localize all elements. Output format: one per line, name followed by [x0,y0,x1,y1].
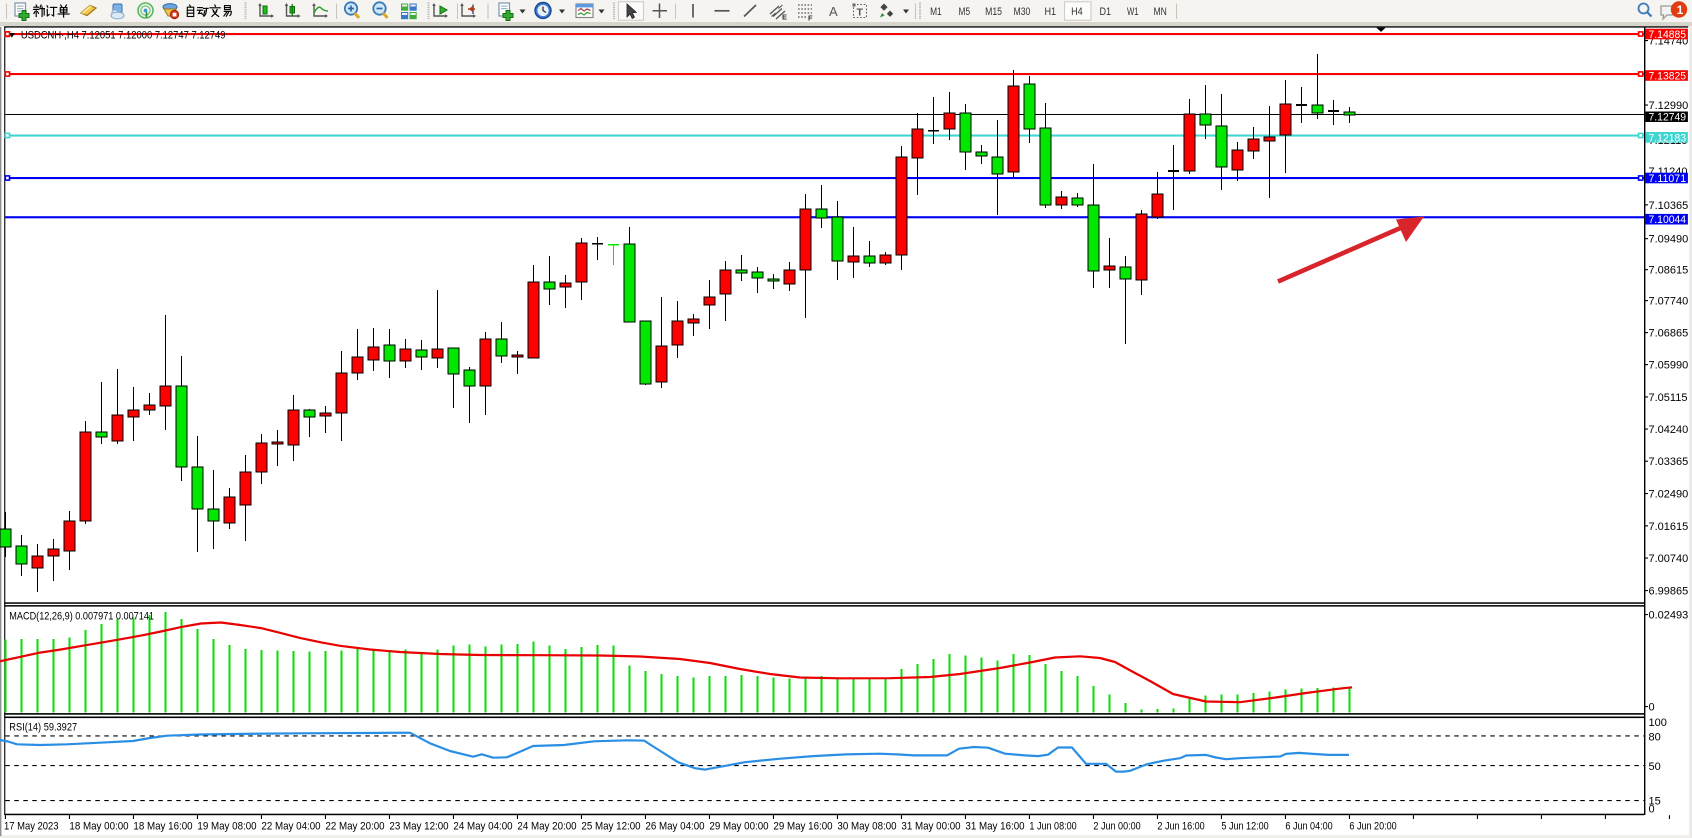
svg-text:31 May 00:00: 31 May 00:00 [901,820,960,832]
svg-text:7.05115: 7.05115 [1649,392,1688,404]
svg-text:29 May 00:00: 29 May 00:00 [709,820,768,832]
svg-text:7.02490: 7.02490 [1649,489,1689,501]
svg-text:D1: D1 [1100,6,1112,18]
svg-text:7.14885: 7.14885 [1649,29,1687,41]
svg-text:A: A [829,4,838,19]
svg-text:26 May 04:00: 26 May 04:00 [645,820,704,832]
svg-text:22 May 20:00: 22 May 20:00 [325,820,384,832]
svg-text:7.06865: 7.06865 [1649,328,1689,340]
svg-text:1: 1 [1677,3,1684,17]
svg-text:7.09490: 7.09490 [1649,234,1689,246]
svg-text:7.10365: 7.10365 [1649,200,1689,212]
svg-text:6.99865: 6.99865 [1649,586,1689,598]
svg-text:E: E [782,13,787,22]
svg-text:25 May 12:00: 25 May 12:00 [581,820,640,832]
svg-text:USDCNH·,H4 7.12051 7.12000 7.: USDCNH·,H4 7.12051 7.12000 7.12747 7.127… [21,29,226,41]
svg-text:7.10044: 7.10044 [1649,214,1687,226]
svg-text:7.05990: 7.05990 [1649,360,1689,372]
svg-text:2 Jun 16:00: 2 Jun 16:00 [1157,820,1204,832]
svg-text:7.00740: 7.00740 [1649,553,1689,565]
svg-text:31 May 16:00: 31 May 16:00 [965,820,1024,832]
svg-text:F: F [808,14,813,23]
svg-text:24 May 04:00: 24 May 04:00 [453,820,512,832]
svg-text:50: 50 [1649,761,1661,773]
svg-text:M1: M1 [930,6,942,18]
svg-text:22 May 04:00: 22 May 04:00 [261,820,320,832]
svg-text:7.07740: 7.07740 [1649,296,1689,308]
svg-text:29 May 16:00: 29 May 16:00 [773,820,832,832]
svg-text:24 May 20:00: 24 May 20:00 [517,820,576,832]
svg-text:19 May 08:00: 19 May 08:00 [197,820,256,832]
svg-text:18 May 16:00: 18 May 16:00 [133,820,192,832]
svg-text:7.12990: 7.12990 [1649,100,1689,112]
svg-text:1 Jun 08:00: 1 Jun 08:00 [1029,820,1076,832]
svg-text:15: 15 [1649,796,1661,808]
svg-text:0: 0 [1649,804,1655,816]
svg-text:T: T [857,7,864,19]
svg-text:W1: W1 [1127,6,1139,18]
svg-text:M5: M5 [959,6,971,18]
svg-text:18 May 00:00: 18 May 00:00 [69,820,128,832]
svg-text:H4: H4 [1071,6,1083,18]
svg-text:7.11071: 7.11071 [1649,173,1687,185]
svg-text:M15: M15 [985,6,1002,18]
svg-text:MACD(12,26,9) 0.007971 0.00714: MACD(12,26,9) 0.007971 0.007141 [9,611,154,623]
svg-text:5 Jun 12:00: 5 Jun 12:00 [1221,820,1268,832]
svg-text:7.01615: 7.01615 [1649,521,1689,533]
svg-text:17 May 2023: 17 May 2023 [4,820,59,832]
svg-text:7.12749: 7.12749 [1649,112,1687,124]
svg-text:23 May 12:00: 23 May 12:00 [389,820,448,832]
svg-text:7.08615: 7.08615 [1649,265,1689,277]
svg-text:7.04240: 7.04240 [1649,424,1689,436]
svg-text:6 Jun 20:00: 6 Jun 20:00 [1349,820,1396,832]
svg-text:H1: H1 [1045,6,1057,18]
svg-text:0.02493: 0.02493 [1649,610,1689,622]
svg-text:100: 100 [1649,717,1667,729]
svg-text:7.13825: 7.13825 [1649,71,1687,83]
svg-text:MN: MN [1154,6,1167,18]
svg-text:80: 80 [1649,731,1661,743]
svg-text:0: 0 [1649,702,1655,714]
svg-text:2 Jun 00:00: 2 Jun 00:00 [1093,820,1140,832]
svg-text:RSI(14) 59.3927: RSI(14) 59.3927 [9,722,77,734]
svg-text:M30: M30 [1014,6,1031,18]
svg-text:6 Jun 04:00: 6 Jun 04:00 [1285,820,1332,832]
svg-text:30 May 08:00: 30 May 08:00 [837,820,896,832]
svg-text:7.12183: 7.12183 [1649,132,1687,144]
svg-text:7.03365: 7.03365 [1649,456,1689,468]
